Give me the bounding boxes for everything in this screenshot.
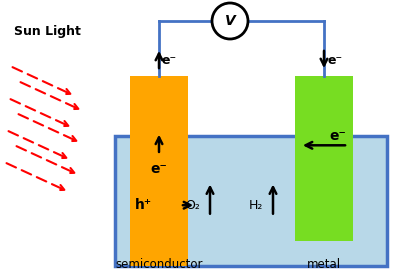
Circle shape bbox=[212, 3, 248, 39]
Bar bbox=[295, 76, 353, 241]
Text: e⁻: e⁻ bbox=[327, 54, 342, 67]
Text: e⁻: e⁻ bbox=[329, 129, 346, 143]
Text: metal: metal bbox=[307, 258, 341, 271]
Text: V: V bbox=[225, 14, 235, 28]
Bar bbox=[115, 136, 387, 266]
Text: e⁻: e⁻ bbox=[150, 162, 168, 176]
Text: Sun Light: Sun Light bbox=[14, 25, 80, 38]
Text: h⁺: h⁺ bbox=[135, 198, 152, 212]
Text: semiconductor: semiconductor bbox=[115, 258, 203, 271]
Text: H₂: H₂ bbox=[249, 199, 263, 212]
Text: e⁻: e⁻ bbox=[162, 54, 177, 67]
Bar bbox=[130, 76, 188, 266]
Text: O₂: O₂ bbox=[185, 199, 200, 212]
